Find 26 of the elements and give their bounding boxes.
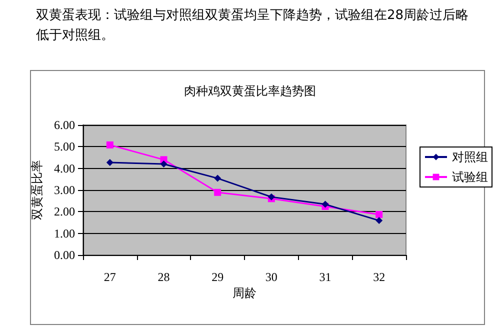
x-tick-label: 30	[265, 270, 278, 284]
y-tick-label: 5.00	[54, 140, 75, 154]
y-tick-label: 4.00	[54, 161, 75, 176]
chart-title: 肉种鸡双黄蛋比率趋势图	[184, 84, 316, 98]
point	[106, 141, 114, 148]
x-axis-title: 周龄	[232, 286, 256, 300]
point	[376, 217, 383, 224]
text: 双黄蛋表现：试验组与对照组双黄蛋均呈下降趋势，试验组在28周龄过后略低于对照组。	[36, 7, 470, 45]
point	[376, 210, 383, 218]
point	[214, 174, 222, 182]
y-tick-label: 6.00	[54, 118, 75, 132]
y-tick-label: 3.00	[54, 183, 75, 197]
point	[160, 160, 168, 168]
point	[214, 188, 222, 196]
x-tick-label: 32	[373, 270, 386, 284]
y-axis-title: 双黄蛋比率	[30, 160, 44, 220]
y-tick-label: 2.00	[54, 204, 75, 219]
x-tick-label: 27	[104, 270, 116, 284]
y-tick-label: 1.00	[54, 226, 75, 240]
legend-label: 对照组	[452, 150, 488, 164]
point	[106, 158, 114, 166]
x-tick-label: 31	[319, 270, 332, 284]
x-tick-label: 29	[212, 270, 224, 284]
y-tick-label: 0.00	[54, 248, 75, 262]
x-tick-label: 28	[158, 270, 170, 284]
legend-label: 试验组	[452, 170, 488, 184]
